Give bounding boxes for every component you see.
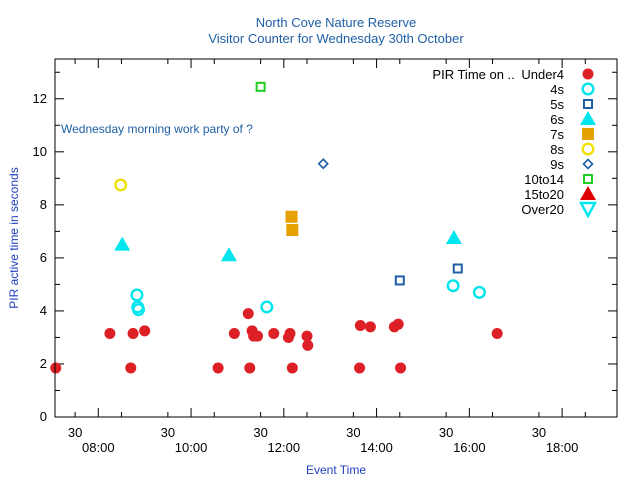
data-point-6s xyxy=(114,236,131,251)
legend-marker-7s xyxy=(582,128,594,140)
x-minor-tick-label: 30 xyxy=(346,425,360,440)
legend-marker-10to14 xyxy=(583,174,593,184)
data-point-6s xyxy=(445,230,462,244)
legend-marker-4s xyxy=(581,82,595,96)
data-point-under4 xyxy=(228,327,240,339)
chart-annotation: Wednesday morning work party of ? xyxy=(61,122,253,136)
y-tick-label: 8 xyxy=(40,197,47,212)
x-minor-tick-label: 30 xyxy=(68,425,82,440)
data-point-under4 xyxy=(491,327,503,339)
y-axis-label: PIR active time in seconds xyxy=(7,167,21,308)
legend-marker-5s xyxy=(583,99,593,109)
data-point-5s xyxy=(394,275,405,286)
x-tick-label: 18:00 xyxy=(546,440,579,455)
data-point-6s xyxy=(220,247,237,262)
plot-frame xyxy=(54,58,618,418)
legend-label: Under4 xyxy=(521,67,564,82)
legend-label: 10to14 xyxy=(524,172,564,187)
y-tick-label: 0 xyxy=(40,409,47,424)
chart-subtitle: Visitor Counter for Wednesday 30th Octob… xyxy=(208,31,464,46)
data-point-4s xyxy=(131,303,145,317)
data-point-5s xyxy=(452,263,463,274)
legend-marker-under4 xyxy=(582,68,594,80)
chart-title: North Cove Nature Reserve xyxy=(256,15,416,30)
data-point-7s xyxy=(286,224,299,237)
data-point-under4 xyxy=(392,318,404,330)
legend-label: 15to20 xyxy=(524,187,564,202)
x-minor-tick-label: 30 xyxy=(253,425,267,440)
legend-marker-6s xyxy=(580,111,596,125)
data-point-4s xyxy=(446,279,460,293)
x-minor-tick-label: 30 xyxy=(161,425,175,440)
data-point-under4 xyxy=(139,325,151,337)
legend-marker-over20 xyxy=(578,201,598,219)
legend-label: 4s xyxy=(550,82,564,97)
x-tick-label: 08:00 xyxy=(82,440,115,455)
data-point-under4 xyxy=(284,327,296,339)
y-tick-label: 2 xyxy=(40,356,47,371)
legend-label: 6s xyxy=(550,112,564,127)
x-tick-label: 16:00 xyxy=(453,440,486,455)
legend-title: PIR Time on .. xyxy=(432,67,514,82)
legend-label: 9s xyxy=(550,157,564,172)
legend-label: 5s xyxy=(550,97,564,112)
x-tick-label: 14:00 xyxy=(360,440,393,455)
data-point-10to14 xyxy=(255,81,266,92)
y-tick-label: 6 xyxy=(40,250,47,265)
x-minor-tick-label: 30 xyxy=(532,425,546,440)
data-point-8s xyxy=(114,178,128,192)
data-point-under4 xyxy=(286,362,298,374)
data-point-under4 xyxy=(252,330,264,342)
data-point-9s xyxy=(317,158,329,170)
legend-marker-9s xyxy=(582,158,594,170)
y-tick-label: 4 xyxy=(40,303,47,318)
legend-label: 7s xyxy=(550,127,564,142)
data-point-under4 xyxy=(268,327,280,339)
data-point-7s xyxy=(285,210,298,223)
y-tick-label: 12 xyxy=(33,91,47,106)
x-axis-label: Event Time xyxy=(306,463,366,477)
legend-marker-8s xyxy=(581,142,595,156)
data-point-under4 xyxy=(125,362,137,374)
data-point-under4 xyxy=(302,339,314,351)
data-point-under4 xyxy=(395,362,407,374)
y-tick-label: 10 xyxy=(33,144,47,159)
data-point-under4 xyxy=(244,362,256,374)
data-point-4s xyxy=(260,300,274,314)
data-point-under4 xyxy=(364,321,376,333)
legend-marker-15to20 xyxy=(580,186,596,200)
data-points xyxy=(50,81,503,374)
x-tick-label: 10:00 xyxy=(175,440,208,455)
legend-label: Over20 xyxy=(521,202,564,217)
data-point-4s xyxy=(472,285,486,299)
data-point-under4 xyxy=(242,308,254,320)
data-point-4s xyxy=(130,288,144,302)
data-point-under4 xyxy=(354,320,366,332)
x-minor-tick-label: 30 xyxy=(439,425,453,440)
data-point-under4 xyxy=(354,362,366,374)
data-point-under4 xyxy=(212,362,224,374)
data-point-under4 xyxy=(127,327,139,339)
data-point-under4 xyxy=(301,330,313,342)
legend-label: 8s xyxy=(550,142,564,157)
data-point-under4 xyxy=(50,362,62,374)
data-point-under4 xyxy=(104,327,116,339)
x-tick-label: 12:00 xyxy=(268,440,301,455)
